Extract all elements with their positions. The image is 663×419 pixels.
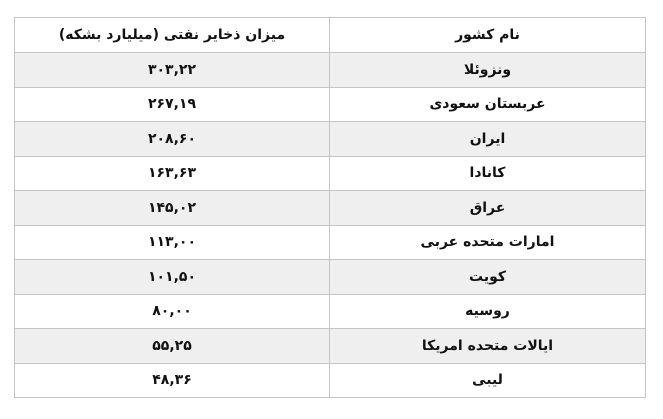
table-row: ونزوئلا ۳۰۳,۲۲ — [14, 52, 646, 88]
country-cell: روسیه — [329, 293, 646, 329]
reserves-cell: ۱۴۵,۰۲ — [14, 190, 330, 226]
oil-reserves-table: نام کشور میزان ذخایر نفتی (میلیارد بشکه)… — [14, 17, 646, 398]
reserves-cell: ۵۵,۲۵ — [14, 328, 330, 364]
country-cell: ایالات متحده امریکا — [329, 328, 646, 364]
reserves-cell: ۲۰۸,۶۰ — [14, 121, 330, 157]
country-cell: ایران — [329, 121, 646, 157]
table-row: امارات متحده عربی ۱۱۳,۰۰ — [14, 224, 646, 260]
header-reserves: میزان ذخایر نفتی (میلیارد بشکه) — [14, 17, 330, 53]
table-row: روسیه ۸۰,۰۰ — [14, 293, 646, 329]
reserves-cell: ۱۰۱,۵۰ — [14, 259, 330, 295]
country-cell: لیبی — [329, 362, 646, 398]
table-row: ایران ۲۰۸,۶۰ — [14, 121, 646, 157]
table-row: عراق ۱۴۵,۰۲ — [14, 190, 646, 226]
header-country: نام کشور — [329, 17, 646, 53]
reserves-cell: ۲۶۷,۱۹ — [14, 86, 330, 122]
country-cell: کانادا — [329, 155, 646, 191]
reserves-cell: ۱۱۳,۰۰ — [14, 224, 330, 260]
country-cell: عربستان سعودی — [329, 86, 646, 122]
reserves-cell: ۳۰۳,۲۲ — [14, 52, 330, 88]
table-row: عربستان سعودی ۲۶۷,۱۹ — [14, 86, 646, 122]
header-row: نام کشور میزان ذخایر نفتی (میلیارد بشکه) — [14, 17, 646, 53]
reserves-cell: ۴۸,۳۶ — [14, 362, 330, 398]
country-cell: امارات متحده عربی — [329, 224, 646, 260]
table-row: ایالات متحده امریکا ۵۵,۲۵ — [14, 328, 646, 364]
table-row: کویت ۱۰۱,۵۰ — [14, 259, 646, 295]
country-cell: ونزوئلا — [329, 52, 646, 88]
country-cell: عراق — [329, 190, 646, 226]
country-cell: کویت — [329, 259, 646, 295]
table-row: لیبی ۴۸,۳۶ — [14, 362, 646, 398]
reserves-cell: ۱۶۳,۶۳ — [14, 155, 330, 191]
reserves-cell: ۸۰,۰۰ — [14, 293, 330, 329]
table-row: کانادا ۱۶۳,۶۳ — [14, 155, 646, 191]
